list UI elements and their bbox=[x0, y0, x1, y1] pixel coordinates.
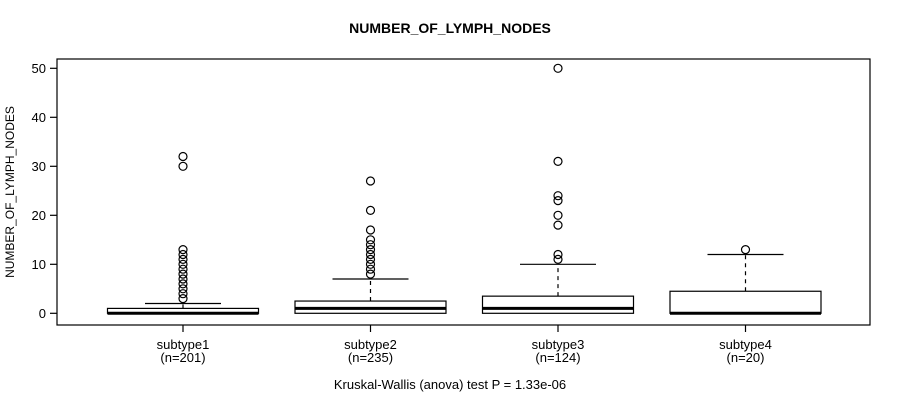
outlier-point bbox=[553, 191, 563, 201]
group-sublabel: (n=20) bbox=[727, 350, 765, 365]
outlier-point bbox=[365, 249, 376, 260]
plot-area: 01020304050subtype1(n=201)subtype2(n=235… bbox=[32, 61, 822, 365]
y-axis-tick-label: 50 bbox=[32, 61, 46, 76]
outlier-point bbox=[178, 259, 188, 269]
outlier-point bbox=[178, 294, 188, 304]
group-sublabel: (n=201) bbox=[160, 350, 205, 365]
outlier-point bbox=[553, 249, 563, 260]
iqr-box bbox=[669, 290, 822, 314]
outlier-point bbox=[553, 156, 563, 166]
outlier-point bbox=[365, 269, 376, 279]
group-label: subtype4 bbox=[719, 337, 772, 352]
outlier-point bbox=[365, 240, 376, 250]
y-axis-tick-label: 20 bbox=[32, 208, 46, 223]
outlier-point bbox=[178, 151, 188, 162]
group-sublabel: (n=235) bbox=[348, 350, 393, 365]
outlier-point bbox=[365, 254, 376, 264]
outlier-point bbox=[553, 210, 563, 220]
y-axis-tick-label: 0 bbox=[39, 306, 46, 321]
outlier-point bbox=[178, 264, 188, 274]
y-axis-title: NUMBER_OF_LYMPH_NODES bbox=[3, 106, 17, 278]
plot-frame bbox=[56, 58, 871, 326]
group-sublabel: (n=124) bbox=[535, 350, 580, 365]
boxplot-subtype4: subtype4(n=20) bbox=[669, 245, 822, 365]
outlier-point bbox=[365, 176, 376, 186]
boxplot-subtype3: subtype3(n=124) bbox=[481, 63, 635, 365]
stat-test-caption: Kruskal-Wallis (anova) test P = 1.33e-06 bbox=[334, 377, 566, 392]
outlier-point bbox=[365, 235, 376, 245]
outlier-point bbox=[553, 220, 563, 230]
group-label: subtype3 bbox=[532, 337, 585, 352]
outlier-point bbox=[178, 245, 188, 255]
outlier-point bbox=[553, 254, 563, 264]
outlier-point bbox=[365, 245, 376, 255]
boxplot-subtype2: subtype2(n=235) bbox=[294, 176, 447, 365]
group-label: subtype2 bbox=[344, 337, 397, 352]
outlier-point bbox=[178, 249, 188, 260]
outlier-point bbox=[365, 259, 376, 269]
y-axis-tick-label: 10 bbox=[32, 257, 46, 272]
outlier-point bbox=[178, 284, 188, 294]
boxplot-subtype1: subtype1(n=201) bbox=[106, 151, 260, 365]
outlier-point bbox=[178, 289, 188, 299]
outlier-point bbox=[178, 254, 188, 264]
outlier-point bbox=[553, 196, 563, 206]
outlier-point bbox=[178, 161, 188, 171]
outlier-point bbox=[553, 63, 563, 73]
outlier-point bbox=[178, 274, 188, 284]
outlier-point bbox=[740, 245, 751, 255]
outlier-point bbox=[178, 279, 188, 289]
y-axis-tick-label: 40 bbox=[32, 110, 46, 125]
outlier-point bbox=[365, 205, 376, 215]
iqr-box bbox=[481, 295, 635, 314]
group-label: subtype1 bbox=[157, 337, 210, 352]
outlier-point bbox=[178, 269, 188, 279]
y-axis-tick-label: 30 bbox=[32, 159, 46, 174]
outlier-point bbox=[365, 264, 376, 274]
outlier-point bbox=[365, 225, 376, 235]
chart-title: NUMBER_OF_LYMPH_NODES bbox=[349, 20, 551, 36]
